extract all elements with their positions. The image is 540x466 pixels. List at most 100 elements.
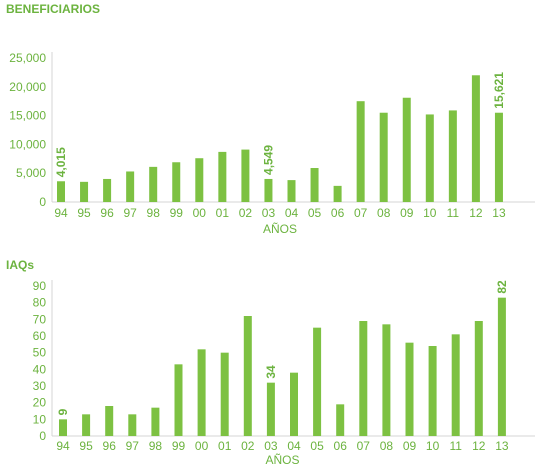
x-tick-label: 06 [331,206,345,220]
x-tick-label: 95 [77,206,91,220]
x-tick-label: 94 [54,206,68,220]
x-tick-label: 00 [193,206,207,220]
x-tick-label: 98 [149,439,163,453]
x-tick-label: 97 [123,206,137,220]
x-tick-label: 96 [100,206,114,220]
bar [402,97,411,202]
bar [218,151,227,202]
bar [59,419,67,436]
y-tick-label: 30 [33,379,47,393]
bar [379,112,388,202]
bar [448,110,457,202]
data-label: 4,549 [261,145,275,175]
bar [266,382,275,436]
x-tick-label: 94 [56,439,70,453]
bar [382,324,391,436]
x-tick-label: 10 [426,439,440,453]
bar [494,112,503,202]
x-tick-label: 03 [264,439,278,453]
bar [264,178,273,202]
y-tick-label: 15,000 [9,109,46,123]
bar [82,414,91,436]
chart-title-beneficiarios: BENEFICIARIOS [6,2,101,16]
y-tick-label: 5,000 [16,166,46,180]
y-tick-label: 10,000 [9,137,46,151]
x-axis-title: AÑOS [265,453,299,466]
data-label: 4,015 [54,147,68,177]
bar [428,346,437,436]
x-tick-label: 12 [469,206,483,220]
bar [336,404,345,436]
x-tick-label: 08 [377,206,391,220]
x-tick-label: 11 [447,206,460,220]
y-tick-label: 40 [33,362,47,376]
y-tick-label: 10 [33,412,47,426]
y-tick-label: 25,000 [9,51,46,65]
data-label: 9 [56,408,70,415]
x-tick-label: 06 [334,439,348,453]
bar [359,321,368,436]
y-tick-label: 60 [33,329,47,343]
bar [195,158,204,202]
x-tick-label: 13 [492,206,506,220]
x-tick-label: 04 [287,439,301,453]
bar [471,75,480,202]
bar [151,407,160,436]
beneficiarios-chart: 0 5,000 10,000 15,000 20,000 25,000 94 95 96 97 98… [9,51,535,236]
bar [149,166,158,202]
x-tick-label: 09 [400,206,414,220]
y-tick-label: 90 [33,279,47,293]
bar [197,349,206,436]
bar [310,168,319,202]
y-tick-label: 20 [33,396,47,410]
bar [220,352,229,436]
x-tick-label: 96 [103,439,117,453]
bar [356,101,365,202]
x-tick-label: 95 [79,439,93,453]
bar [287,180,296,202]
bar [103,178,112,202]
bar [241,149,250,202]
data-label: 82 [495,280,509,294]
y-tick-label: 0 [39,429,46,443]
bar [172,162,181,202]
bar [128,414,137,436]
bar [451,334,460,436]
x-tick-label: 02 [239,206,253,220]
x-tick-label: 04 [285,206,299,220]
x-tick-label: 11 [449,439,462,453]
x-tick-label: 97 [126,439,140,453]
y-tick-label: 50 [33,346,47,360]
y-tick-label: 20,000 [9,80,46,94]
x-tick-label: 98 [147,206,161,220]
bar [126,171,135,202]
x-tick-label: 12 [472,439,486,453]
x-tick-label: 01 [216,206,230,220]
x-tick-label: 10 [423,206,437,220]
bar [313,327,322,436]
bar [57,181,65,202]
bar [243,316,252,436]
x-tick-label: 09 [403,439,417,453]
x-tick-label: 02 [241,439,255,453]
data-label: 34 [264,365,278,379]
bar [105,406,114,436]
x-tick-label: 08 [380,439,394,453]
x-axis-title: AÑOS [263,222,297,236]
bar [80,181,89,202]
y-tick-label: 80 [33,296,47,310]
x-tick-label: 99 [172,439,186,453]
x-tick-label: 07 [354,206,368,220]
chart-title-iaqs: IAQs [6,258,35,272]
bar [405,342,414,436]
data-label: 15,621 [492,72,506,109]
x-tick-label: 03 [262,206,276,220]
x-tick-label: 13 [495,439,509,453]
x-tick-label: 05 [310,439,324,453]
y-tick-label: 70 [33,312,47,326]
x-tick-label: 05 [308,206,322,220]
x-tick-label: 00 [195,439,209,453]
y-tick-label: 0 [39,195,46,209]
bar [290,372,298,436]
